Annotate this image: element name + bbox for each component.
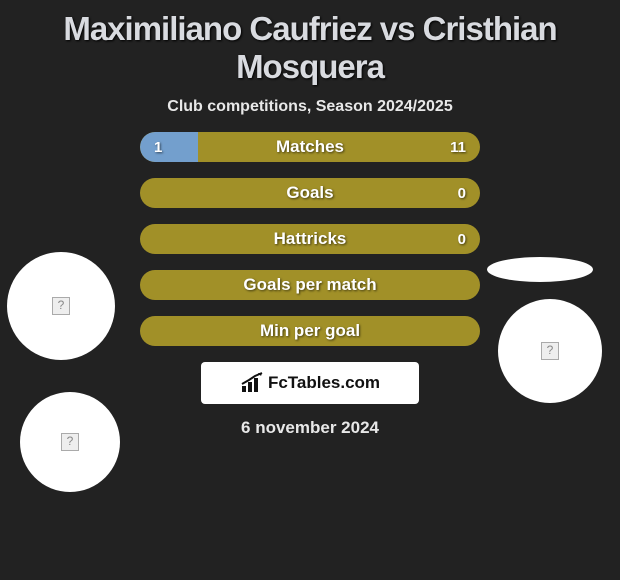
avatar-left-bottom [20,392,120,492]
bar-value-right: 11 [450,132,466,162]
broken-image-icon [52,297,70,315]
bar-label: Hattricks [140,224,480,254]
stats-container: Matches111Goals0Hattricks0Goals per matc… [0,132,620,404]
bar-label: Min per goal [140,316,480,346]
stat-bar-matches: Matches111 [140,132,480,162]
subtitle: Club competitions, Season 2024/2025 [0,90,620,132]
bar-value-right: 0 [458,224,466,254]
avatar-right [498,299,602,403]
stat-bar-goals-per-match: Goals per match [140,270,480,300]
page-title: Maximiliano Caufriez vs Cristhian Mosque… [0,0,620,90]
avatar-right-oval [487,257,593,282]
bar-label: Goals per match [140,270,480,300]
bar-label: Goals [140,178,480,208]
broken-image-icon [541,342,559,360]
stat-bar-goals: Goals0 [140,178,480,208]
bars-wrapper: Matches111Goals0Hattricks0Goals per matc… [140,132,480,346]
logo-text: FcTables.com [268,373,380,393]
bar-value-right: 0 [458,178,466,208]
bar-value-left: 1 [154,132,162,162]
fctables-logo[interactable]: FcTables.com [201,362,419,404]
bars-chart-icon [240,372,264,394]
bar-label: Matches [140,132,480,162]
stat-bar-min-per-goal: Min per goal [140,316,480,346]
avatar-left-top [7,252,115,360]
stat-bar-hattricks: Hattricks0 [140,224,480,254]
broken-image-icon [61,433,79,451]
